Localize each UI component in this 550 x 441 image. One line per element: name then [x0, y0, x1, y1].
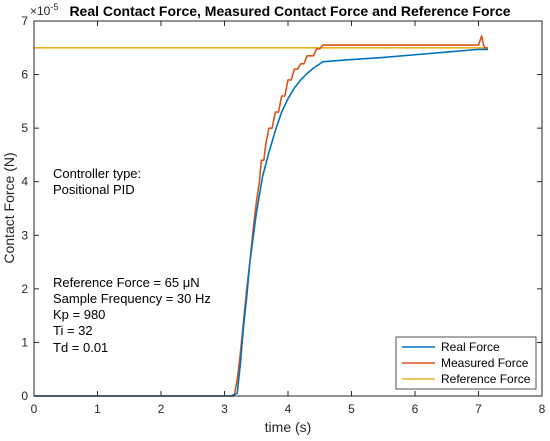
x-tick-label: 4 [285, 402, 292, 416]
annotation-line: Controller type: [53, 166, 141, 181]
x-tick-label: 6 [412, 402, 419, 416]
y-axis-label: Contact Force (N) [1, 152, 17, 263]
x-tick-label: 2 [158, 402, 165, 416]
annotation-line: Kp = 980 [53, 307, 105, 322]
y-tick-label: 5 [21, 121, 28, 135]
y-exponent-power: -5 [50, 2, 58, 12]
x-tick-label: 7 [475, 402, 482, 416]
legend: Real Force Measured Force Reference Forc… [395, 336, 537, 390]
x-tick-label: 1 [94, 402, 101, 416]
legend-label-reference-force: Reference Force [441, 372, 531, 386]
annotation-line: Sample Frequency = 30 Hz [53, 291, 211, 306]
annotation-line: Ti = 32 [53, 323, 93, 338]
annotation-parameters: Reference Force = 65 μN Sample Frequency… [53, 275, 211, 355]
y-tick-label: 4 [21, 175, 28, 189]
series-layer [34, 35, 489, 397]
x-tick-label: 8 [539, 402, 546, 416]
x-tick-label: 5 [348, 402, 355, 416]
legend-label-real-force: Real Force [441, 340, 500, 354]
y-tick-label: 3 [21, 228, 28, 242]
plot-frame [33, 20, 543, 397]
series-line-real-force [34, 48, 489, 397]
y-tick-label: 1 [21, 335, 28, 349]
annotation-line: Reference Force = 65 μN [53, 275, 200, 290]
y-exponent-base: ×10 [30, 4, 51, 18]
annotation-line: Positional PID [53, 182, 135, 197]
x-tick-label: 3 [221, 402, 228, 416]
x-axis-label: time (s) [265, 419, 312, 435]
y-axis-ticks: 0 1 2 3 4 5 6 7 [21, 14, 542, 403]
legend-label-measured-force: Measured Force [441, 356, 529, 370]
annotation-line: Td = 0.01 [53, 340, 108, 355]
x-tick-label: 0 [31, 402, 38, 416]
y-tick-label: 0 [21, 389, 28, 403]
y-tick-label: 7 [21, 14, 28, 28]
chart-title: Real Contact Force, Measured Contact For… [69, 3, 510, 19]
y-exponent-label: ×10-5 [30, 2, 58, 18]
y-tick-label: 6 [21, 68, 28, 82]
y-tick-label: 2 [21, 282, 28, 296]
annotation-controller: Controller type: Positional PID [53, 166, 141, 197]
